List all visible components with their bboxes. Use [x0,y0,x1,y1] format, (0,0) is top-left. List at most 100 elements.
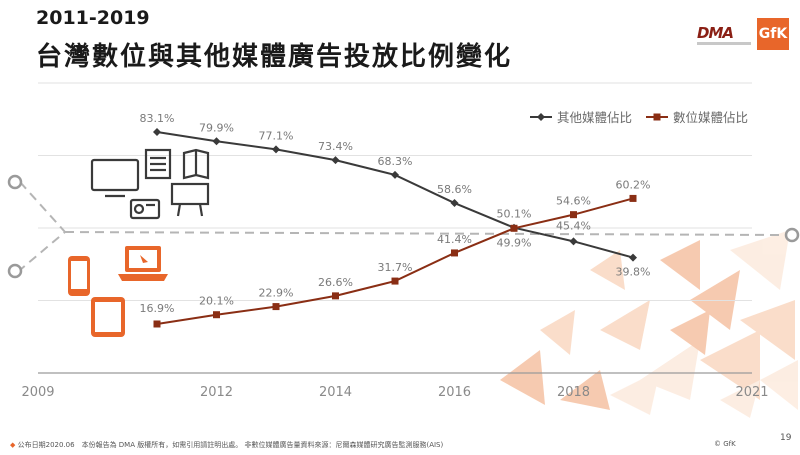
data-label: 41.4% [437,233,472,246]
legend-label: 其他媒體佔比 [557,110,632,125]
legend-marker [537,113,545,121]
connector-node [784,227,800,243]
tv-icon [90,158,140,198]
laptop-icon [118,246,168,281]
decor-triangle [560,370,610,410]
decor-triangle [760,360,798,410]
laptop-base [118,274,168,281]
decor-triangle [600,300,650,350]
chart-legend: 其他媒體佔比 數位媒體佔比 [530,110,748,125]
series-other-media: 83.1% 79.9% 77.1% 73.4% 68.3% 58.6% 50.1% 45.4%… [140,112,651,279]
x-tick-label: 2016 [438,385,471,400]
connector-node [7,174,23,190]
tablet-screen [95,302,121,332]
magazine-icon [182,148,210,180]
dashed-connector-left [19,181,67,271]
laptop-cursor [140,255,148,263]
data-label: 68.3% [378,155,413,168]
tv-screen [90,158,140,192]
data-label: 49.9% [497,236,532,249]
connector-node [7,263,23,279]
x-tick-label: 2014 [319,385,352,400]
x-tick-label: 2018 [557,385,590,400]
newspaper-icon [144,148,172,180]
radio-icon [129,198,161,220]
data-point [629,194,637,202]
billboard-icon [170,182,210,217]
data-label: 77.1% [259,129,294,142]
data-point [510,224,518,232]
decor-triangle [720,380,760,418]
dma-logo-underline [697,42,751,45]
data-point [451,249,458,257]
footer-copyright: © GfK [714,440,736,448]
radio-speaker [133,203,145,215]
data-label: 26.6% [318,276,353,289]
data-point [570,211,577,219]
data-label: 54.6% [556,195,591,208]
decor-triangle [670,310,710,355]
data-label: 73.4% [318,140,353,153]
legend-label: 數位媒體佔比 [673,110,748,125]
x-tick-label: 2012 [200,385,233,400]
digital-media-icons [68,246,168,337]
x-tick-label: 2021 [735,385,768,400]
legend-marker [653,113,661,121]
decor-triangle [730,230,790,290]
dma-logo: DMA [697,24,734,42]
decor-triangle [590,250,625,290]
data-point [331,156,340,165]
data-point [212,137,221,146]
dashed-connector-line [64,231,781,236]
data-label: 45.4% [556,219,591,232]
data-label: 31.7% [378,261,413,274]
footer-bullet-icon: ◆ [10,441,16,449]
decor-triangle [740,300,795,360]
decor-triangle [700,330,760,400]
page-number: 19 [780,433,792,443]
data-point [272,145,280,154]
newspaper-sheet [144,148,172,180]
footer-source-text: ◆ 公布日期2020.06 本份報告為 DMA 版權所有，如需引用請註明出處。 … [10,440,443,450]
decor-triangle [610,370,660,415]
data-label: 22.9% [259,287,294,300]
traditional-media-icons [90,148,210,220]
decor-triangle [540,310,575,355]
gfk-logo: GfK [757,18,789,50]
data-label: 83.1% [140,112,175,125]
chart-subtitle: 2011-2019 [36,7,150,29]
data-label: 39.8% [616,266,651,279]
data-point [569,237,578,246]
data-point [450,199,459,208]
radio-body [129,198,161,220]
footer-bar [0,418,800,455]
data-point [153,128,161,137]
decor-triangle [500,350,545,405]
smartphone-icon [68,256,90,296]
data-label: 60.2% [616,178,651,191]
data-label: 20.1% [199,295,234,308]
data-point [391,277,399,285]
x-tick-label: 2009 [21,385,54,400]
footer-text: 公布日期2020.06 本份報告為 DMA 版權所有，如需引用請註明出處。 非數… [17,441,444,449]
data-point [332,292,339,300]
data-label: 50.1% [497,208,532,221]
data-point [391,170,399,179]
chart-title: 台灣數位與其他媒體廣告投放比例變化 [36,42,513,72]
decorative-triangles [500,230,798,418]
series-digital-media: 16.9% 20.1% 22.9% 26.6% 31.7% 41.4% 49.9% 54.6%… [140,178,651,328]
data-label: 16.9% [140,302,175,315]
data-point [213,311,220,319]
decor-triangle [660,240,700,290]
tablet-icon [91,297,125,337]
smartphone-screen [71,261,87,289]
data-point [272,303,280,311]
data-point [153,320,161,328]
data-point [629,253,637,262]
dashed-connector [19,181,781,271]
data-label: 58.6% [437,183,472,196]
billboard-leg [176,203,182,217]
billboard-panel [170,182,210,206]
billboard-leg [198,203,204,217]
